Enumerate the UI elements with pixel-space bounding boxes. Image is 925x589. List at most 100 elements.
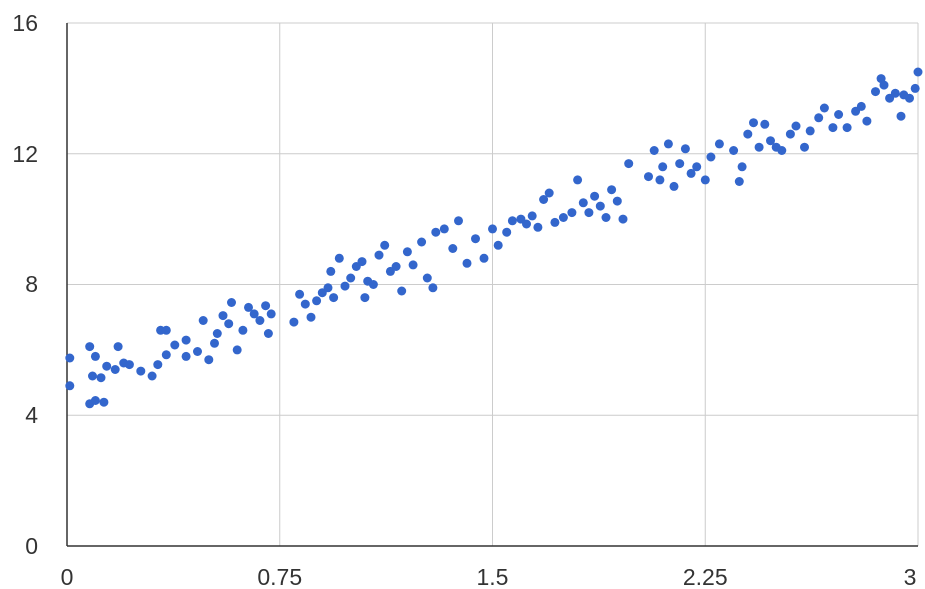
data-point [618, 214, 628, 224]
data-point [814, 113, 824, 123]
data-point [357, 257, 367, 267]
x-tick-label: 0.75 [257, 564, 302, 589]
data-point [590, 191, 600, 201]
data-point [289, 317, 299, 327]
data-point [249, 309, 259, 319]
data-point [471, 234, 480, 244]
data-point [110, 365, 120, 374]
data-point [428, 283, 438, 293]
data-point [300, 299, 310, 309]
data-point [334, 253, 344, 263]
data-point [227, 298, 236, 307]
data-point [791, 121, 801, 131]
data-point [232, 345, 242, 355]
data-point [65, 381, 75, 391]
data-point [374, 250, 384, 260]
data-point [329, 293, 339, 303]
data-point [766, 136, 775, 146]
data-point [507, 216, 517, 226]
data-point [905, 93, 914, 103]
data-point [96, 373, 106, 383]
data-point [340, 281, 350, 291]
data-point [550, 217, 560, 227]
data-point [910, 83, 920, 93]
data-point [368, 280, 378, 289]
data-point [261, 301, 271, 311]
data-point [862, 116, 872, 126]
data-point [805, 126, 815, 136]
data-point [439, 224, 449, 234]
data-point [295, 289, 305, 299]
data-point [488, 224, 497, 234]
x-tick-label: 1.5 [477, 564, 509, 589]
data-point [655, 175, 665, 185]
data-point [147, 371, 157, 381]
data-point [161, 350, 171, 360]
data-point [99, 397, 109, 407]
data-point [448, 244, 458, 253]
data-point [896, 111, 906, 121]
data-point [326, 266, 336, 276]
data-point [800, 142, 809, 152]
data-point [181, 351, 191, 361]
data-point [760, 119, 770, 129]
data-point [90, 396, 100, 405]
x-tick-label: 2.25 [683, 564, 728, 589]
data-point [136, 366, 146, 376]
data-point [612, 196, 622, 206]
data-point [785, 129, 795, 139]
data-point [595, 201, 605, 211]
data-point [658, 162, 668, 172]
data-point [224, 319, 234, 329]
data-point [539, 195, 549, 204]
data-point [153, 360, 163, 370]
data-point [181, 335, 191, 345]
data-point [85, 342, 95, 352]
data-points [65, 67, 923, 409]
data-point [607, 185, 617, 195]
data-point [913, 67, 923, 77]
y-tick-labels: 0 4 8 12 16 [12, 10, 38, 559]
data-point [754, 142, 764, 152]
y-tick-label: 16 [12, 10, 38, 36]
data-point [402, 247, 412, 257]
data-point [522, 219, 531, 229]
data-point [198, 316, 208, 325]
data-point [842, 123, 852, 133]
data-point [238, 325, 248, 335]
y-tick-label: 12 [12, 141, 38, 167]
data-point [777, 146, 787, 155]
data-point [692, 162, 702, 172]
data-point [527, 211, 537, 221]
data-point [170, 340, 180, 350]
data-point [502, 227, 512, 237]
data-point [578, 198, 588, 208]
data-point [573, 175, 583, 185]
y-tick-label: 0 [25, 533, 38, 559]
x-tick-label: 0 [61, 564, 74, 589]
data-point [567, 208, 577, 218]
data-point [255, 316, 265, 325]
data-point [124, 360, 134, 370]
data-point [397, 286, 407, 296]
data-point [193, 347, 202, 356]
data-point [649, 146, 659, 155]
data-point [391, 262, 401, 271]
data-point [700, 175, 710, 185]
data-point [323, 283, 333, 293]
data-point [584, 208, 594, 218]
data-point [479, 253, 489, 263]
data-point [644, 172, 653, 182]
data-point [88, 371, 97, 381]
y-tick-label: 4 [25, 402, 38, 428]
data-point [380, 240, 390, 250]
data-point [737, 162, 747, 172]
data-point [856, 101, 866, 111]
x-gridlines [279, 23, 919, 546]
data-point [266, 309, 276, 319]
x-tick-labels: 0 0.75 1.5 2.25 3 [61, 564, 917, 589]
data-point [212, 329, 222, 338]
data-point [312, 296, 322, 306]
data-point [533, 222, 543, 232]
data-point [749, 118, 758, 128]
